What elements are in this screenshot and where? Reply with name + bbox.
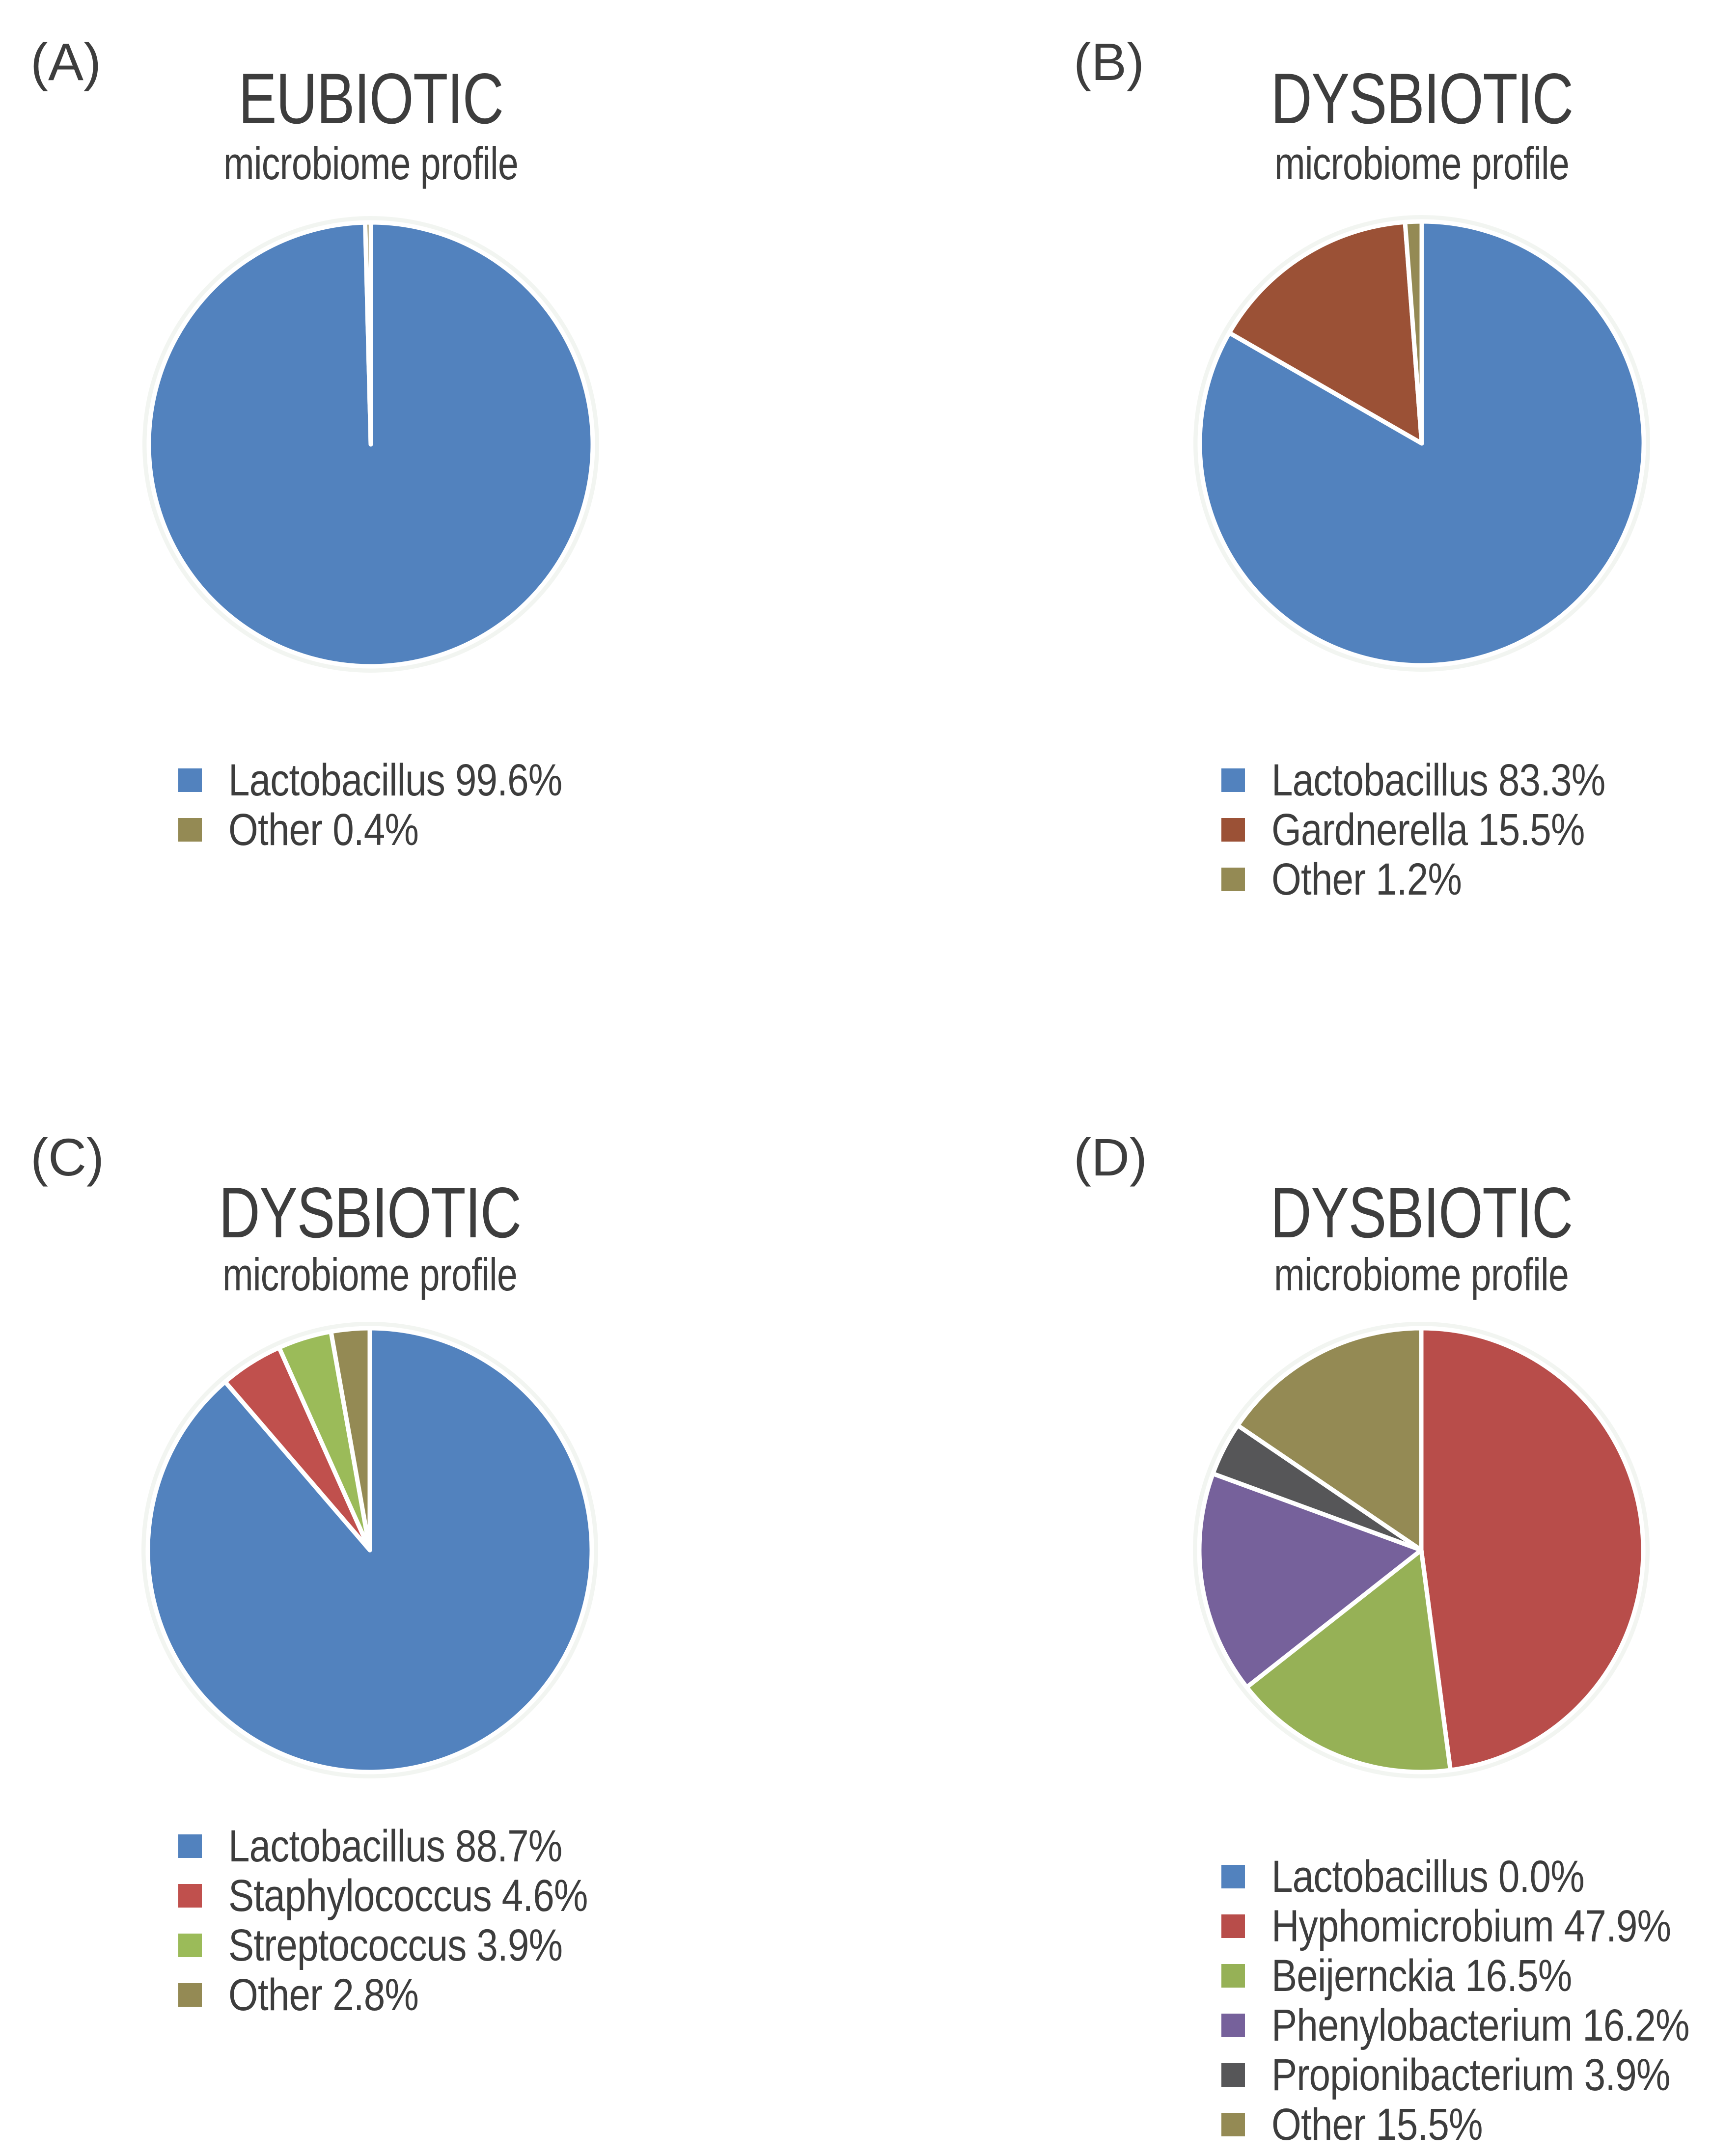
legend-swatch-propionibacterium xyxy=(1221,2063,1245,2087)
panel-title-c: DYSBIOTIC xyxy=(219,1173,522,1253)
legend-label-lactobacillus: Lactobacillus 83.3% xyxy=(1271,755,1605,805)
pie-chart-d xyxy=(1193,1322,1650,1778)
legend-swatch-lactobacillus xyxy=(1221,768,1245,792)
legend-label-lactobacillus: Lactobacillus 88.7% xyxy=(228,1821,562,1871)
pie-chart-c xyxy=(141,1322,598,1778)
panel-d-dysbiotic: (D) DYSBIOTIC microbiome profile Lactoba… xyxy=(856,1078,1712,2156)
legend-swatch-phenylobacterium xyxy=(1221,2014,1245,2037)
legend-item-gardnerella: Gardnerella 15.5% xyxy=(1221,807,1664,852)
panel-title-d: DYSBIOTIC xyxy=(1270,1173,1573,1253)
legend-swatch-staphylococcus xyxy=(178,1884,202,1908)
legend-a: Lactobacillus 99.6% Other 0.4% xyxy=(178,758,621,852)
legend-swatch-gardnerella xyxy=(1221,818,1245,842)
legend-item-streptococcus: Streptococcus 3.9% xyxy=(178,1923,651,1968)
panel-label-b: (B) xyxy=(1074,32,1144,91)
panel-c-dysbiotic: (C) DYSBIOTIC microbiome profile Lactoba… xyxy=(0,1078,856,2156)
legend-d: Lactobacillus 0.0% Hyphomicrobium 47.9% Be… xyxy=(1221,1854,1712,2147)
legend-b: Lactobacillus 83.3% Gardnerella 15.5% Othe… xyxy=(1221,758,1664,902)
legend-item-lactobacillus: Lactobacillus 0.0% xyxy=(1221,1854,1712,1899)
legend-item-other: Other 15.5% xyxy=(1221,2102,1712,2147)
legend-label-lactobacillus: Lactobacillus 99.6% xyxy=(228,755,562,805)
pie-slice-gardnerella xyxy=(1227,219,1424,446)
legend-swatch-other xyxy=(1221,2113,1245,2136)
legend-label-other: Other 15.5% xyxy=(1271,2100,1483,2150)
legend-label-gardnerella: Gardnerella 15.5% xyxy=(1271,805,1585,855)
panel-subtitle-d: microbiome profile xyxy=(1274,1249,1569,1300)
legend-label-hyphomicrobium: Hyphomicrobium 47.9% xyxy=(1271,1901,1671,1951)
legend-swatch-other xyxy=(178,1983,202,2007)
pie-chart-b xyxy=(1193,215,1650,672)
pie-slice-hyphomicrobium xyxy=(1419,1326,1646,1773)
legend-swatch-lactobacillus xyxy=(178,1834,202,1858)
legend-label-beijernckia: Beijernckia 16.5% xyxy=(1271,1951,1572,2001)
legend-item-other: Other 1.2% xyxy=(1221,857,1664,902)
legend-label-propionibacterium: Propionibacterium 3.9% xyxy=(1271,2050,1670,2100)
legend-label-other: Other 2.8% xyxy=(228,1970,419,2020)
panel-a-eubiotic: (A) EUBIOTIC microbiome profile Lactobac… xyxy=(0,0,856,1078)
legend-item-lactobacillus: Lactobacillus 88.7% xyxy=(178,1824,651,1869)
legend-item-phenylobacterium: Phenylobacterium 16.2% xyxy=(1221,2003,1712,2048)
pie-slice-other xyxy=(1403,219,1424,446)
pie-chart-a xyxy=(142,216,599,673)
legend-swatch-lactobacillus xyxy=(1221,1865,1245,1888)
legend-swatch-other xyxy=(178,818,202,842)
panel-title-b: DYSBIOTIC xyxy=(1270,58,1574,138)
legend-item-hyphomicrobium: Hyphomicrobium 47.9% xyxy=(1221,1904,1712,1949)
legend-swatch-hyphomicrobium xyxy=(1221,1914,1245,1938)
panel-subtitle-a: microbiome profile xyxy=(223,137,519,189)
legend-swatch-lactobacillus xyxy=(178,768,202,792)
pie-slice-beijernckia xyxy=(1244,1548,1453,1774)
legend-item-other: Other 0.4% xyxy=(178,807,621,852)
pie-slice-other xyxy=(1235,1326,1424,1553)
legend-label-staphylococcus: Staphylococcus 4.6% xyxy=(228,1871,588,1921)
panel-subtitle-b: microbiome profile xyxy=(1274,137,1570,189)
pie-slice-other xyxy=(363,220,373,447)
legend-label-other: Other 0.4% xyxy=(228,805,419,855)
legend-item-lactobacillus: Lactobacillus 83.3% xyxy=(1221,758,1664,803)
panel-label-c: (C) xyxy=(30,1127,104,1187)
panel-label-d: (D) xyxy=(1074,1127,1147,1187)
pie-slice-phenylobacterium xyxy=(1197,1471,1424,1690)
legend-label-lactobacillus: Lactobacillus 0.0% xyxy=(1271,1852,1585,1902)
legend-label-streptococcus: Streptococcus 3.9% xyxy=(228,1920,563,1970)
panel-b-dysbiotic: (B) DYSBIOTIC microbiome profile Lactoba… xyxy=(856,0,1712,1078)
legend-item-staphylococcus: Staphylococcus 4.6% xyxy=(178,1873,651,1918)
legend-label-other: Other 1.2% xyxy=(1271,854,1462,904)
pie-slice-other xyxy=(329,1326,372,1553)
legend-item-propionibacterium: Propionibacterium 3.9% xyxy=(1221,2052,1712,2098)
legend-item-beijernckia: Beijernckia 16.5% xyxy=(1221,1953,1712,1998)
legend-item-other: Other 2.8% xyxy=(178,1972,651,2018)
panel-title-a: EUBIOTIC xyxy=(238,58,504,138)
legend-item-lactobacillus: Lactobacillus 99.6% xyxy=(178,758,621,803)
legend-label-phenylobacterium: Phenylobacterium 16.2% xyxy=(1271,2000,1690,2050)
legend-swatch-streptococcus xyxy=(178,1934,202,1957)
legend-c: Lactobacillus 88.7% Staphylococcus 4.6% St… xyxy=(178,1824,651,2018)
pie-slice-lactobacillus xyxy=(145,1326,594,1774)
panel-label-a: (A) xyxy=(30,32,101,91)
legend-swatch-other xyxy=(1221,868,1245,891)
legend-swatch-beijernckia xyxy=(1221,1964,1245,1988)
panel-subtitle-c: microbiome profile xyxy=(222,1249,518,1300)
